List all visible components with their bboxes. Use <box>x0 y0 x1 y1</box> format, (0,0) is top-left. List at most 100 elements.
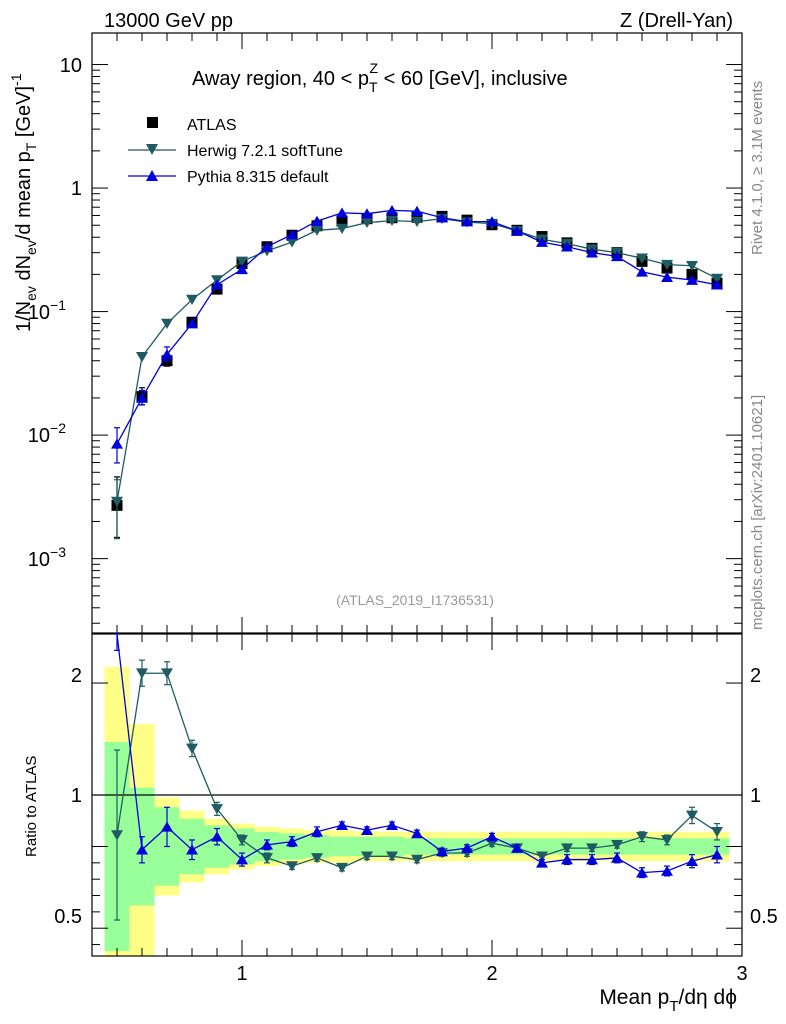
herwig-point <box>336 223 348 234</box>
pythia-point <box>711 279 723 290</box>
ratio-band-inner-bin <box>629 838 655 855</box>
herwig-point <box>111 496 123 507</box>
legend-pythia-label: Pythia 8.315 default <box>187 169 329 186</box>
legend-atlas-label: ATLAS <box>187 117 237 134</box>
ratio-band-inner-bin <box>654 838 680 855</box>
atlas-data-point <box>336 215 348 227</box>
herwig-ratio-point <box>186 743 198 754</box>
herwig-ratio-point <box>261 853 273 864</box>
herwig-ratio-point <box>111 830 123 841</box>
y-axis-label-ratio: Ratio to ATLAS <box>23 756 40 857</box>
herwig-point <box>711 273 723 284</box>
ratio-tick-label-05-left: 0.5 <box>54 906 82 928</box>
ratio-tick-label-05-right: 0.5 <box>750 906 778 928</box>
pythia-point <box>286 229 298 240</box>
pythia-point <box>411 205 423 216</box>
herwig-ratio-point <box>236 835 248 846</box>
herwig-ratio-point <box>386 851 398 862</box>
pythia-ratio-point <box>211 831 223 842</box>
pythia-point <box>361 208 373 219</box>
x-tick-label-3: 3 <box>736 963 747 985</box>
herwig-ratio-point <box>661 835 673 846</box>
ratio-tick-label-1-right: 1 <box>750 785 761 807</box>
pythia-point <box>186 318 198 329</box>
ratio-band-inner-bin <box>304 835 330 858</box>
herwig-point <box>136 352 148 363</box>
herwig-point <box>161 318 173 329</box>
pythia-ratio-point <box>686 855 698 866</box>
pythia-ratio-point <box>336 819 348 831</box>
y-tick-label-10: 10 <box>60 55 82 77</box>
x-tick-label-2: 2 <box>486 963 497 985</box>
pythia-ratio-point <box>461 842 473 853</box>
pythia-ratio-point <box>586 854 598 865</box>
pythia-ratio-point <box>386 819 398 831</box>
pythia-ratio-point <box>361 824 373 835</box>
pythia-ratio-point <box>611 852 623 863</box>
pythia-point <box>536 236 548 247</box>
axis-ticks <box>91 33 743 956</box>
ratio-band-inner-bin <box>679 838 705 855</box>
header-left: 13000 GeV pp <box>104 10 233 32</box>
atlas-data-point <box>686 268 698 280</box>
pythia-ratio-point <box>161 821 173 832</box>
legend: ATLAS Herwig 7.2.1 softTune Pythia 8.315… <box>128 117 343 186</box>
herwig-point <box>186 294 198 306</box>
pythia-point <box>386 204 398 216</box>
pythia-point <box>161 349 173 360</box>
ratio-tick-label-2-right: 2 <box>750 665 761 687</box>
ratio-panel-series <box>111 633 723 921</box>
pythia-point <box>311 215 323 226</box>
mcplots-label: mcplots.cern.ch [arXiv:2401.10621] <box>749 395 766 630</box>
y-axis-label-main: 1/Nev dNev/d mean pT [GeV]-1 <box>8 73 39 332</box>
pythia-ratio-point <box>186 844 198 855</box>
pythia-point <box>636 266 648 277</box>
herwig-point <box>311 225 323 236</box>
pythia-point <box>661 271 673 282</box>
y-tick-label-1e-2: 10−2 <box>28 420 66 447</box>
herwig-point <box>286 237 298 248</box>
pythia-ratio-point <box>661 865 673 876</box>
pythia-point <box>336 207 348 218</box>
herwig-point <box>236 256 248 267</box>
pythia-ratio-point <box>511 842 523 853</box>
pythia-point <box>136 392 148 403</box>
herwig-ratio-point <box>286 861 298 872</box>
herwig-ratio-point <box>586 843 598 854</box>
pythia-ratio-point <box>486 831 498 842</box>
pythia-point <box>486 216 498 227</box>
herwig-ratio-point <box>361 851 373 862</box>
herwig-ratio-point <box>686 810 698 821</box>
pythia-point <box>686 274 698 285</box>
ratio-tick-label-1-left: 1 <box>71 785 82 807</box>
pythia-main-line <box>116 209 718 445</box>
main-panel-series <box>111 204 723 540</box>
pythia-point <box>211 279 223 290</box>
herwig-ratio-point <box>161 668 173 679</box>
plot-title: Away region, 40 < pTZ < 60 [GeV], inclus… <box>192 60 568 95</box>
herwig-ratio-point <box>336 862 348 874</box>
pythia-point <box>511 225 523 236</box>
pythia-ratio-point <box>636 867 648 878</box>
pythia-ratio-point <box>261 839 273 850</box>
pythia-point <box>261 241 273 252</box>
pythia-ratio-point <box>286 836 298 847</box>
ratio-band-inner-bin <box>404 838 430 855</box>
pythia-ratio-point <box>561 854 573 865</box>
herwig-ratio-point <box>636 831 648 843</box>
herwig-main-line <box>116 218 718 502</box>
y-tick-label-1: 1 <box>71 178 82 200</box>
ratio-tick-label-2-left: 2 <box>71 665 82 687</box>
pythia-ratio-point <box>436 845 448 857</box>
herwig-ratio-point <box>561 843 573 854</box>
y-tick-label-1e-3: 10−3 <box>28 544 66 571</box>
herwig-point <box>411 216 423 228</box>
herwig-ratio-point <box>611 840 623 851</box>
pythia-point <box>586 247 598 258</box>
pythia-ratio-point <box>311 826 323 837</box>
herwig-ratio-point <box>536 851 548 862</box>
herwig-ratio-point <box>136 668 148 679</box>
herwig-ratio-point <box>311 853 323 864</box>
herwig-ratio-point <box>711 826 723 838</box>
pythia-ratio-point <box>136 844 148 855</box>
